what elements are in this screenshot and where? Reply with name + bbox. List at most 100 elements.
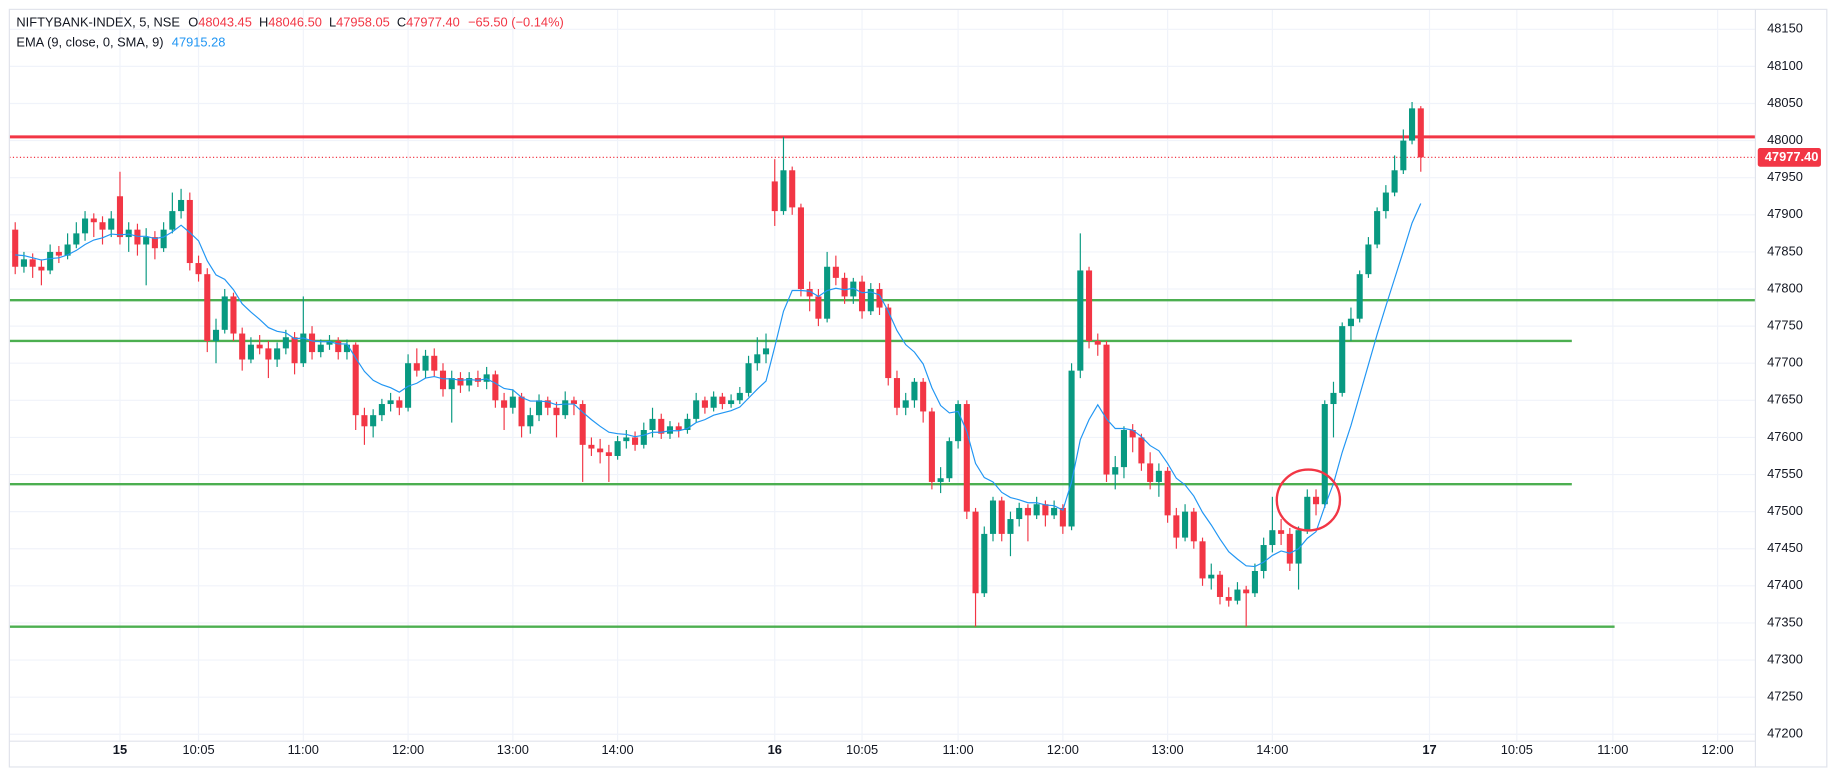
candle-body [771, 181, 778, 212]
candle-body [1365, 244, 1372, 275]
candle-body [1225, 596, 1232, 601]
ohlc-value: 48043.45 [198, 15, 252, 30]
candle-body [946, 441, 953, 479]
candle-body [221, 296, 228, 330]
y-tick-label: 47400 [1767, 577, 1803, 592]
x-tick-label: 15 [113, 742, 127, 757]
candle-body [1138, 437, 1145, 464]
frame [8, 8, 1828, 768]
candle-body [780, 170, 787, 212]
candle-body [701, 400, 708, 408]
candle-body [605, 452, 612, 456]
y-tick-label: 47600 [1767, 429, 1803, 444]
candle-body [230, 296, 237, 334]
candle-body [12, 229, 19, 267]
axes-layer: 47200 47250 47300 47350 47400 47450 47500 47550… [113, 21, 1821, 757]
x-tick-label: 12:00 [392, 742, 424, 757]
candle-body [562, 400, 569, 416]
candle-body [343, 344, 351, 353]
candle-body [335, 340, 342, 353]
y-tick-label: 48000 [1767, 132, 1803, 147]
candle-body [553, 407, 560, 416]
candle-body [483, 374, 490, 382]
candle-body [1007, 519, 1014, 534]
ohlc-value: 48046.50 [268, 15, 322, 30]
x-tick-label: 10:05 [846, 742, 878, 757]
candle-body [405, 363, 412, 408]
candle-body [1382, 192, 1389, 212]
candle-body [693, 400, 700, 419]
candle-body [859, 281, 866, 312]
candle-body [675, 426, 682, 431]
candle-body [501, 400, 508, 408]
candle-body [370, 415, 377, 427]
candle-body [1312, 496, 1320, 505]
candle-body [937, 478, 944, 482]
candle-body [614, 441, 621, 456]
candle-body [1155, 470, 1162, 482]
candle-body [972, 511, 979, 594]
candle-body [1295, 530, 1302, 564]
candle-body [1103, 344, 1110, 475]
candle-body [448, 378, 455, 390]
y-tick-label: 47900 [1767, 206, 1803, 221]
y-tick-label: 48100 [1767, 58, 1803, 73]
candle-body [544, 400, 551, 408]
candle-body [527, 415, 534, 427]
candle-body [20, 259, 27, 267]
x-tick-label: 11:00 [288, 742, 319, 757]
y-tick-label: 47850 [1767, 243, 1803, 258]
candle-body [736, 392, 743, 401]
candle-body [1173, 515, 1180, 538]
candle-body [579, 404, 586, 445]
candle-body [439, 370, 447, 390]
ohlc-key: C [397, 15, 406, 30]
candle-body [841, 277, 848, 297]
x-tick-label: 12:00 [1702, 742, 1734, 757]
candle-body [291, 337, 298, 364]
candle-body [195, 263, 202, 275]
candle-body [55, 251, 62, 256]
candle-body [82, 218, 89, 234]
candle-body [396, 400, 403, 408]
y-tick-label: 47300 [1767, 651, 1803, 666]
candle-body [658, 418, 665, 434]
symbol-legend: NIFTYBANK-INDEX, 5, NSE O48043.45 H48046… [16, 15, 563, 30]
symbol: NIFTYBANK-INDEX, 5, NSE [16, 15, 180, 30]
y-tick-label: 47550 [1767, 466, 1803, 481]
candle-body [893, 378, 901, 408]
candle-body [308, 333, 316, 353]
candle-body [274, 348, 281, 360]
candle-body [815, 296, 822, 319]
ohlc-key: O [188, 15, 198, 30]
candle-body [710, 396, 717, 408]
candle-body [422, 355, 429, 371]
indicator-value: 47915.28 [172, 35, 226, 50]
candle-body [762, 348, 770, 355]
candle-body [178, 199, 185, 212]
candle-body [640, 430, 647, 445]
candle-body [108, 218, 115, 230]
candle-body [1147, 463, 1154, 482]
candle-body [1164, 470, 1171, 516]
y-tick-label: 47650 [1767, 392, 1803, 407]
candle-body [684, 418, 691, 431]
candle-body [518, 396, 525, 427]
candle-body [1112, 467, 1119, 475]
candle-body [1304, 496, 1311, 531]
candle-body [116, 196, 124, 238]
y-tick-label: 47800 [1767, 280, 1803, 295]
last-price-box [1757, 148, 1821, 167]
candle-body [876, 289, 883, 308]
candle-body [1182, 511, 1189, 538]
x-tick-label: 10:05 [182, 742, 214, 757]
candle-body [885, 307, 892, 379]
x-tick-label: 12:00 [1047, 742, 1079, 757]
candle-body [1374, 211, 1381, 245]
y-tick-label: 47350 [1767, 614, 1803, 629]
candle-body [806, 289, 813, 297]
candle-body [911, 381, 918, 401]
candle-body [1391, 170, 1398, 193]
candle-body [1120, 430, 1128, 468]
